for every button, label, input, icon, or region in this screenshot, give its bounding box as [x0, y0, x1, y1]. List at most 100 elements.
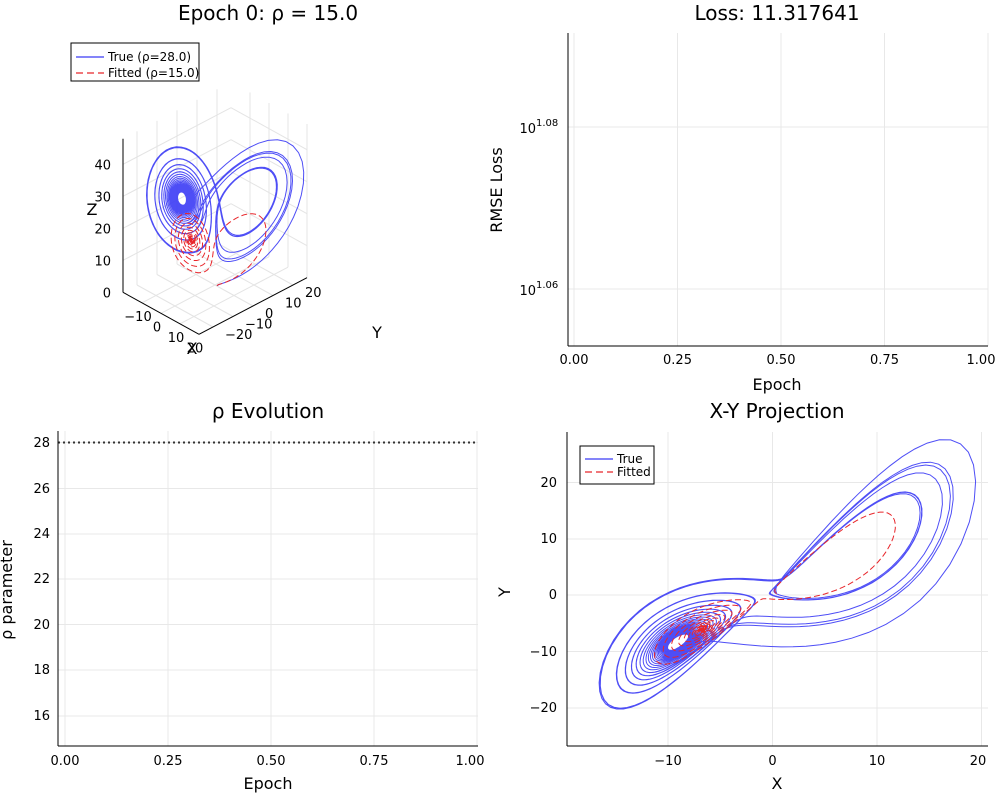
panel-3d-legend-true: True (ρ=28.0): [107, 50, 191, 64]
panel-rho-yticks: 16 18 20 22 24 26 28: [33, 436, 50, 724]
panel-xy-ytick: −20: [530, 701, 557, 716]
xy-true-trajectory: [598, 439, 977, 710]
p3d-ytick: 0: [265, 307, 273, 322]
p3d-grid-line: [230, 139, 308, 183]
panel-rho-xlabel: Epoch: [244, 774, 293, 793]
p3d-ytick: −10: [245, 318, 272, 333]
panel-loss-ytick-base: 10: [519, 284, 536, 299]
panel-xy-xtick: −10: [654, 754, 681, 769]
panel-xy-ytick: 10: [540, 532, 557, 547]
panel-xy-xtick: 0: [768, 754, 776, 769]
panel-rho-xtick: 0.50: [257, 754, 286, 769]
panel-3d-trajectories: [145, 139, 305, 287]
panel-xy-yticks: −20 −10 0 10 20: [530, 476, 557, 716]
p3d-xtick: 0: [153, 320, 161, 335]
panel-rho-xticks: 0.00 0.25 0.50 0.75 1.00: [51, 754, 485, 769]
panel-xy-grid: [567, 432, 988, 746]
p3d-grid-line: [122, 203, 232, 261]
panel-3d-legend-box: [70, 42, 200, 82]
panel-xy: X-Y Projection −10 0 10 20 −20 −10 0: [495, 399, 988, 793]
p3d-ytick: 20: [305, 286, 322, 301]
panel-loss-xticks: 0.00 0.25 0.50 0.75 1.00: [560, 353, 996, 368]
panel-xy-legend-box: [579, 445, 655, 485]
panel-xy-ytick: 20: [540, 476, 557, 491]
p3d-grid-line: [122, 139, 232, 197]
panel-loss-xtick: 0.75: [870, 353, 899, 368]
p3d-grid-line: [230, 107, 308, 151]
panel-xy-legend-fitted: Fitted: [617, 465, 651, 479]
panel-rho: ρ Evolution 0.00 0.25 0.50 0.75 1.00 16: [0, 399, 484, 793]
panel-3d-legend-fitted: Fitted (ρ=15.0): [108, 66, 199, 80]
p3d-xtick: −10: [124, 310, 151, 325]
p3d-grid-line: [196, 253, 274, 296]
panel-rho-ytick: 26: [33, 482, 50, 497]
p3d-grid-line: [122, 107, 232, 165]
panel-3d-xlabel: X: [187, 339, 198, 358]
p3d-grid-line: [176, 263, 254, 307]
panel-rho-title: ρ Evolution: [212, 399, 324, 423]
panel-loss-xtick: 0.50: [767, 353, 796, 368]
panel-loss-xtick: 0.25: [663, 353, 692, 368]
xy-fitted-trajectory: [653, 511, 896, 665]
panel-rho-ytick: 24: [33, 527, 50, 542]
panel-xy-legend: True Fitted: [579, 445, 655, 485]
p3d-ztick: 10: [94, 254, 111, 269]
panel-loss-ytick-exp: 1.08: [536, 118, 558, 129]
panel-rho-xtick: 0.25: [154, 754, 183, 769]
panel-loss-grid: [568, 33, 989, 346]
panel-loss-ytick-base: 10: [519, 122, 536, 137]
panel-xy-title: X-Y Projection: [709, 399, 844, 423]
panel-rho-ytick: 16: [33, 709, 50, 724]
p3d-grid-line: [156, 274, 234, 317]
panel-xy-trajectories: [598, 439, 977, 710]
panel-3d-ylabel: Y: [371, 323, 382, 342]
panel-xy-ylabel: Y: [495, 587, 514, 598]
panel-loss-xtick: 1.00: [967, 353, 996, 368]
panel-xy-legend-true: True: [616, 452, 643, 466]
p3d-ztick: 20: [94, 222, 111, 237]
panel-3d-title: Epoch 0: ρ = 15.0: [178, 1, 358, 25]
panel-3d-legend: True (ρ=28.0) Fitted (ρ=15.0): [70, 42, 200, 82]
p3d-true-trajectory: [145, 139, 305, 287]
panel-rho-xtick: 0.75: [360, 754, 389, 769]
p3d-ytick: 10: [285, 297, 302, 312]
panel-xy-xlabel: X: [772, 774, 783, 793]
panel-rho-ytick: 18: [33, 663, 50, 678]
p3d-ztick: 30: [94, 190, 111, 205]
panel-rho-ylabel: ρ parameter: [0, 540, 16, 640]
panel-3d-back-grid: [122, 89, 308, 335]
panel-loss-xtick: 0.00: [560, 353, 589, 368]
p3d-grid-line: [136, 284, 214, 328]
panel-rho-ytick: 22: [33, 572, 50, 587]
panel-xy-ytick: 0: [549, 588, 557, 603]
panel-3d: Epoch 0: ρ = 15.0 −1001020−20−1001020010…: [70, 1, 382, 358]
panel-rho-grid: [58, 431, 478, 746]
p3d-grid-line: [230, 203, 308, 247]
panel-rho-ytick: 20: [33, 618, 50, 633]
p3d-xtick: 10: [168, 331, 185, 346]
panel-loss-ytick-exp: 1.06: [536, 280, 558, 291]
panel-3d-zlabel: Z: [87, 200, 98, 219]
p3d-ztick: 40: [94, 158, 111, 173]
p3d-y-axis: [198, 277, 308, 335]
panel-xy-xticks: −10 0 10 20: [654, 754, 986, 769]
panel-rho-xtick: 1.00: [456, 754, 485, 769]
p3d-ytick: −20: [225, 328, 252, 343]
p3d-xtick: 20: [187, 341, 204, 356]
panel-xy-ytick: −10: [530, 645, 557, 660]
panel-loss-ylabel: RMSE Loss: [487, 147, 506, 232]
panel-rho-ytick: 28: [33, 436, 50, 451]
p3d-grid-line: [216, 242, 294, 286]
panel-loss-yticks: 10 1.08 10 1.06: [519, 118, 558, 299]
panel-xy-xtick: 20: [970, 754, 987, 769]
p3d-ztick: 0: [103, 286, 111, 301]
p3d-grid-line: [230, 171, 308, 215]
p3d-fitted-trajectory: [170, 212, 267, 287]
p3d-x-axis: [122, 291, 200, 335]
panel-rho-xtick: 0.00: [51, 754, 80, 769]
panel-loss: Loss: 11.317641 0.00 0.25 0.50 0.75 1.00…: [487, 1, 995, 394]
panel-loss-title: Loss: 11.317641: [694, 1, 859, 25]
panel-xy-xtick: 10: [869, 754, 886, 769]
